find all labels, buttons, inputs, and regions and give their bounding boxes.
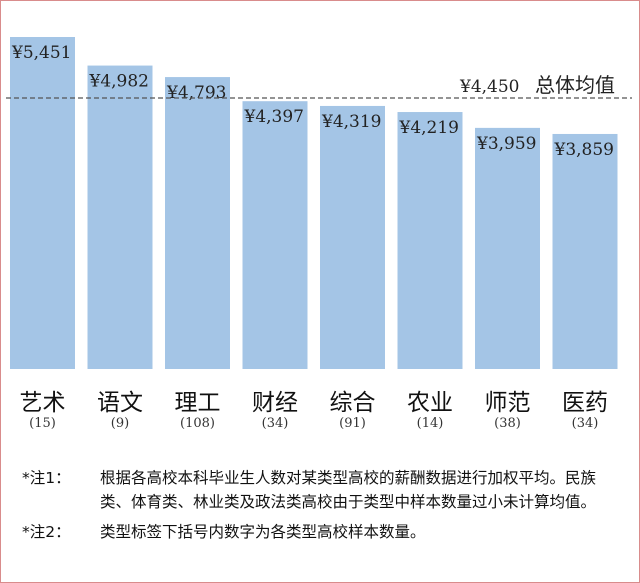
category-label-6: 农业 [407, 390, 453, 416]
category-label-1: 艺术 [20, 390, 66, 416]
sample-count-8: (34) [572, 416, 599, 431]
category-label-4: 财经 [252, 390, 298, 416]
sample-count-6: (14) [417, 416, 444, 431]
category-label-3: 理工 [175, 390, 221, 416]
bar-value-label-4: ¥4,397 [244, 107, 304, 127]
bar-value-label-2: ¥4,982 [89, 72, 149, 92]
note-1: *注1： 根据各高校本科毕业生人数对某类型高校的薪酬数据进行加权平均。民族类、体… [22, 466, 622, 514]
bar-5 [320, 105, 385, 369]
note-2: *注2： 类型标签下括号内数字为各类型高校样本数量。 [22, 520, 622, 544]
notes: *注1： 根据各高校本科毕业生人数对某类型高校的薪酬数据进行加权平均。民族类、体… [22, 466, 622, 550]
bar-2 [87, 65, 153, 369]
sample-count-4: (34) [262, 416, 289, 431]
sample-count-7: (38) [494, 416, 521, 431]
bar-4 [242, 101, 308, 369]
bar-value-label-3: ¥4,793 [166, 83, 226, 103]
category-label-8: 医药 [562, 390, 608, 416]
bar-7 [475, 127, 540, 369]
note-1-key: *注1： [22, 469, 71, 487]
bar-8 [552, 133, 618, 369]
bar-value-label-7: ¥3,959 [476, 134, 536, 154]
bar-value-label-6: ¥4,219 [399, 118, 459, 138]
sample-count-3: (108) [180, 416, 215, 431]
salary-bar-chart: ¥5,451 艺术(15) ¥4,982 语文(9) ¥4,793 理工(108) ¥4,3… [6, 37, 632, 431]
note-1-text: 根据各高校本科毕业生人数对某类型高校的薪酬数据进行加权平均。民族类、体育类、林业… [100, 469, 597, 511]
category-label-5: 综合 [330, 390, 376, 416]
sample-count-2: (9) [111, 416, 129, 431]
category-label-7: 师范 [485, 390, 531, 416]
bar-value-label-8: ¥3,859 [554, 140, 614, 160]
note-2-text: 类型标签下括号内数字为各类型高校样本数量。 [100, 523, 426, 541]
bar-value-label-5: ¥4,319 [321, 112, 381, 132]
note-2-key: *注2： [22, 523, 71, 541]
bar-value-label-1: ¥5,451 [11, 43, 71, 63]
sample-count-5: (91) [339, 416, 366, 431]
bar-1 [10, 37, 75, 369]
sample-count-1: (15) [29, 416, 56, 431]
mean-value-label: ¥4,450 [459, 77, 519, 97]
category-label-2: 语文 [97, 390, 143, 416]
mean-label: 总体均值 [535, 73, 615, 97]
bar-3 [165, 77, 230, 369]
bar-6 [397, 112, 463, 370]
